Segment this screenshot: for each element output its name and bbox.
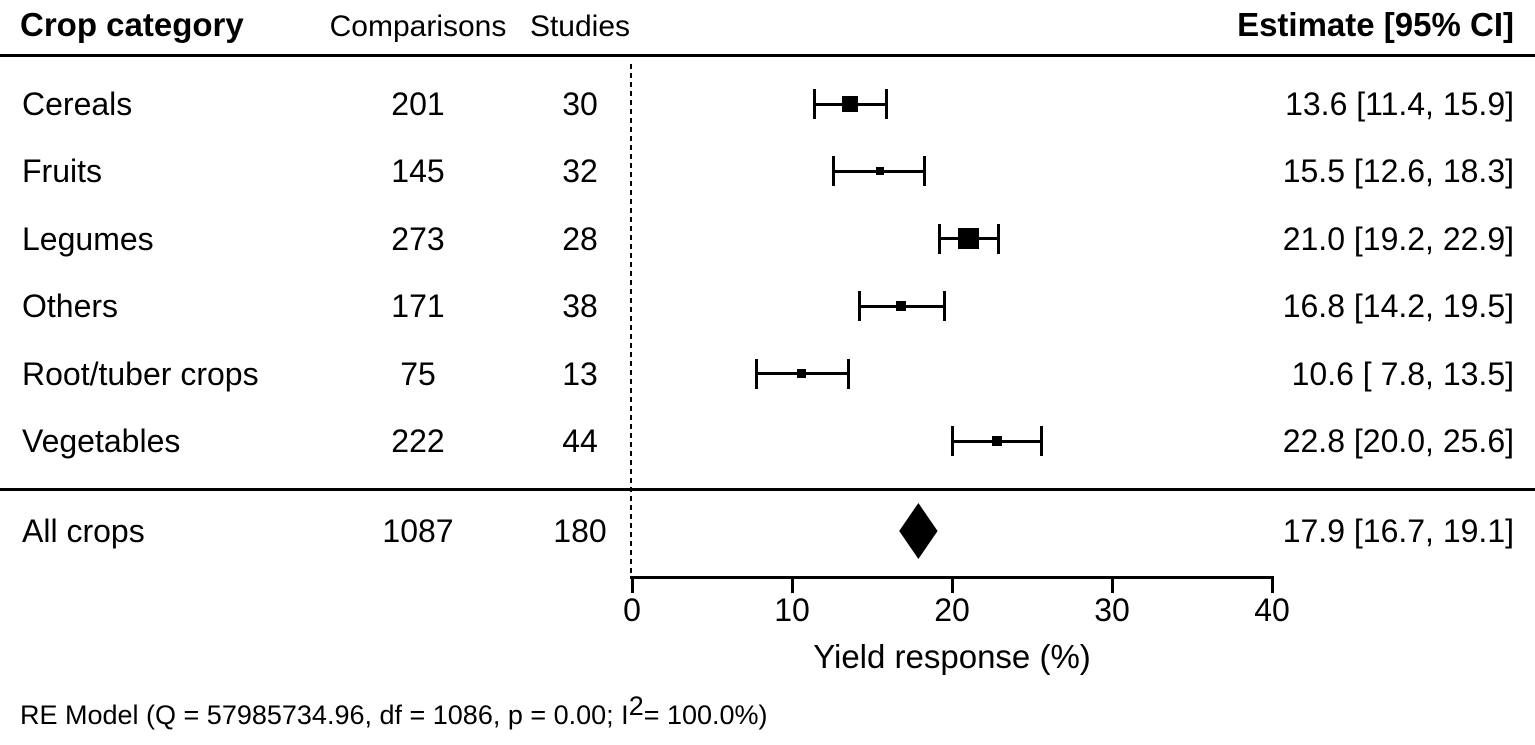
footnote-superscript-2: 2 — [628, 691, 644, 721]
ci-cap-left — [755, 358, 759, 389]
row-comparisons-value: 171 — [391, 288, 445, 325]
row-comparisons-value: 75 — [400, 355, 436, 392]
summary-crop-label: All crops — [22, 513, 145, 549]
ci-cap-left — [950, 426, 954, 456]
row-estimate-ci-value: 21.0 [19.2, 22.9] — [1282, 220, 1514, 257]
estimate-square-marker — [957, 228, 979, 250]
ci-cap-left — [937, 223, 941, 254]
row-crop-label: Others — [22, 288, 119, 325]
footnote-prefix: RE Model (Q = 57985734.96, df = 1086, p … — [20, 700, 629, 730]
summary-estimate-ci-value: 17.9 [16.7, 19.1] — [1282, 513, 1514, 549]
x-axis-tick-mark — [950, 577, 954, 593]
ci-cap-right — [942, 291, 946, 322]
estimate-square-marker — [841, 96, 858, 112]
ci-cap-right — [846, 358, 850, 389]
column-header-studies: Studies — [529, 10, 631, 43]
row-estimate-ci-value: 22.8 [20.0, 25.6] — [1282, 423, 1514, 459]
column-header-comparisons: Comparisons — [329, 10, 507, 43]
row-studies-value: 44 — [562, 423, 598, 459]
row-estimate-ci-value: 13.6 [11.4, 15.9] — [1285, 86, 1514, 122]
ci-cap-right — [996, 223, 1000, 254]
ci-cap-right — [923, 156, 927, 187]
ci-cap-right — [884, 89, 888, 119]
estimate-square-marker — [895, 301, 906, 312]
footnote-suffix: = 100.0%) — [643, 700, 768, 730]
ci-cap-left — [832, 156, 836, 187]
row-studies-value: 32 — [562, 153, 598, 190]
row-studies-value: 30 — [562, 86, 598, 122]
x-axis-tick-mark — [630, 577, 634, 593]
x-axis-tick-label: 0 — [623, 592, 641, 628]
row-comparisons-value: 201 — [391, 86, 445, 122]
row-comparisons-value: 222 — [391, 423, 445, 459]
row-estimate-ci-value: 15.5 [12.6, 18.3] — [1282, 153, 1514, 190]
x-axis-tick-label: 10 — [774, 592, 810, 628]
row-estimate-ci-value: 10.6 [ 7.8, 13.5] — [1291, 355, 1514, 392]
ci-cap-left — [857, 291, 861, 322]
row-crop-label: Cereals — [22, 86, 133, 122]
ci-cap-left — [812, 89, 816, 119]
zero-reference-dotted-line — [630, 64, 632, 577]
row-studies-value: 28 — [562, 220, 598, 257]
x-axis-title: Yield response (%) — [813, 638, 1091, 675]
summary-comparisons-value: 1087 — [382, 513, 454, 549]
summary-divider-line — [0, 488, 1535, 491]
row-crop-label: Root/tuber crops — [22, 355, 259, 392]
ci-cap-right — [1040, 426, 1044, 456]
summary-diamond-marker — [899, 503, 938, 559]
x-axis-tick-label: 40 — [1254, 592, 1290, 628]
summary-studies-value: 180 — [553, 513, 607, 549]
x-axis-tick-label: 30 — [1094, 592, 1130, 628]
re-model-footnote: RE Model (Q = 57985734.96, df = 1086, p … — [20, 693, 768, 731]
estimate-square-marker — [797, 369, 807, 379]
row-crop-label: Vegetables — [22, 423, 181, 459]
row-crop-label: Fruits — [22, 153, 102, 190]
row-studies-value: 38 — [562, 288, 598, 325]
row-studies-value: 13 — [562, 355, 598, 392]
x-axis-tick-mark — [1110, 577, 1114, 593]
estimate-square-marker — [876, 167, 884, 176]
x-axis-tick-mark — [1270, 577, 1274, 593]
row-crop-label: Legumes — [22, 220, 154, 257]
row-comparisons-value: 145 — [391, 153, 445, 190]
x-axis-tick-label: 20 — [934, 592, 970, 628]
x-axis-tick-mark — [790, 577, 794, 593]
column-header-estimate-ci: Estimate [95% CI] — [1237, 6, 1514, 43]
estimate-square-marker — [991, 436, 1002, 446]
column-header-crop-category: Crop category — [20, 6, 244, 43]
header-divider-line — [0, 54, 1535, 57]
row-comparisons-value: 273 — [391, 220, 445, 257]
row-estimate-ci-value: 16.8 [14.2, 19.5] — [1282, 288, 1514, 325]
